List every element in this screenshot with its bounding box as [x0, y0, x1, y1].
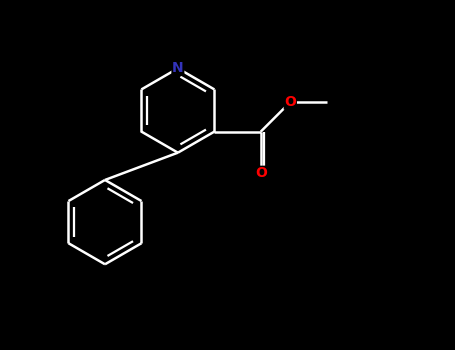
Text: N: N — [172, 61, 184, 75]
Text: O: O — [284, 95, 296, 109]
Text: O: O — [255, 166, 267, 180]
